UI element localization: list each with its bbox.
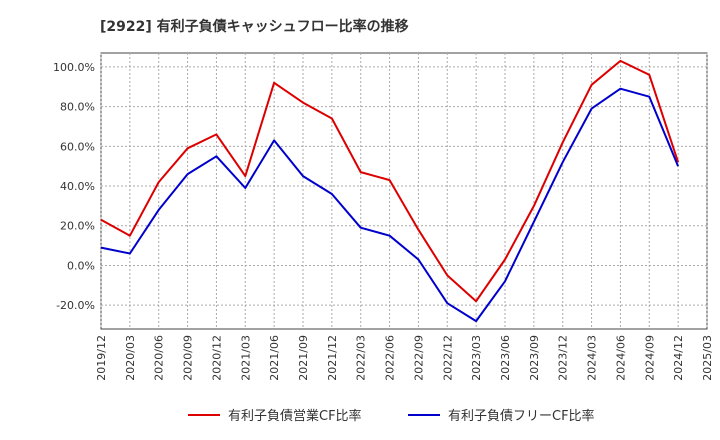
chart-title: [2922] 有利子負債キャッシュフロー比率の推移 (100, 18, 409, 35)
y-tick-label: 0.0% (67, 259, 95, 272)
series-line-2 (100, 87, 680, 323)
x-tick-label: 2021/09 (297, 335, 310, 381)
x-tick-label: 2023/06 (499, 335, 512, 381)
x-tick-label: 2021/12 (326, 335, 339, 381)
x-tick-label: 2024/09 (643, 335, 656, 381)
y-axis-tick-labels: 100.0% 80.0% 60.0% 40.0% 20.0% 0.0% -20.0% (53, 61, 95, 312)
x-tick-label: 2022/06 (384, 335, 397, 381)
series-lines (100, 59, 680, 323)
grid (100, 53, 708, 329)
legend-label-1: 有利子負債営業CF比率 (228, 408, 362, 424)
x-tick-label: 2025/03 (701, 335, 714, 381)
x-tick-label: 2022/03 (355, 335, 368, 381)
x-tick-label: 2020/06 (153, 335, 166, 381)
x-tick-label: 2020/09 (182, 335, 195, 381)
y-tick-label: 80.0% (60, 101, 95, 114)
x-tick-label: 2022/09 (412, 335, 425, 381)
y-tick-label: 40.0% (60, 180, 95, 193)
x-tick-label: 2021/03 (239, 335, 252, 381)
x-axis-tick-labels: 2019/12 2020/03 2020/06 2020/09 2020/12 2021/… (95, 335, 714, 381)
legend: 有利子負債営業CF比率 有利子負債フリーCF比率 (188, 408, 595, 424)
y-tick-label: 20.0% (60, 220, 95, 233)
y-tick-label: -20.0% (56, 299, 95, 312)
x-tick-label: 2023/12 (557, 335, 570, 381)
x-tick-label: 2023/09 (528, 335, 541, 381)
series-line-1 (100, 59, 680, 303)
x-tick-label: 2021/06 (268, 335, 281, 381)
x-tick-label: 2024/06 (614, 335, 627, 381)
x-tick-label: 2020/03 (124, 335, 137, 381)
x-tick-label: 2024/03 (586, 335, 599, 381)
x-tick-label: 2020/12 (210, 335, 223, 381)
plot-area (100, 52, 708, 330)
x-tick-label: 2023/03 (470, 335, 483, 381)
legend-label-2: 有利子負債フリーCF比率 (448, 408, 595, 424)
x-tick-label: 2022/12 (441, 335, 454, 381)
y-tick-label: 100.0% (53, 61, 95, 74)
x-tick-label: 2024/12 (672, 335, 685, 381)
x-tick-label: 2019/12 (95, 335, 108, 381)
y-tick-label: 60.0% (60, 140, 95, 153)
